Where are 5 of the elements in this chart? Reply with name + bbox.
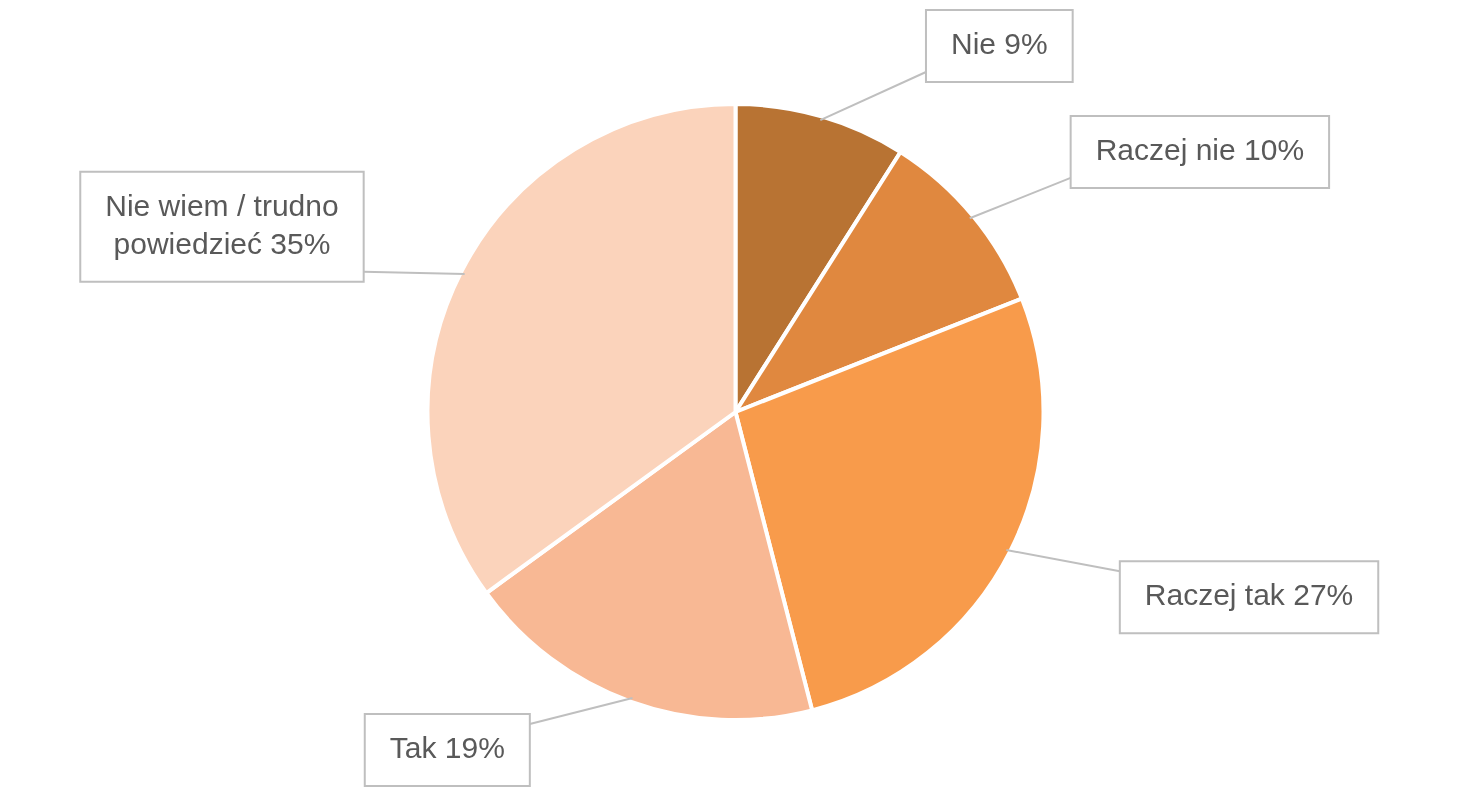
slice-label: Nie wiem / trudno powiedzieć 35% [105,189,339,261]
slice-label: Raczej nie 10% [1095,133,1305,167]
slice-label: Raczej tak 27% [1144,578,1354,612]
slice-label: Nie 9% [950,27,1048,61]
slice-label: Tak 19% [389,731,505,765]
